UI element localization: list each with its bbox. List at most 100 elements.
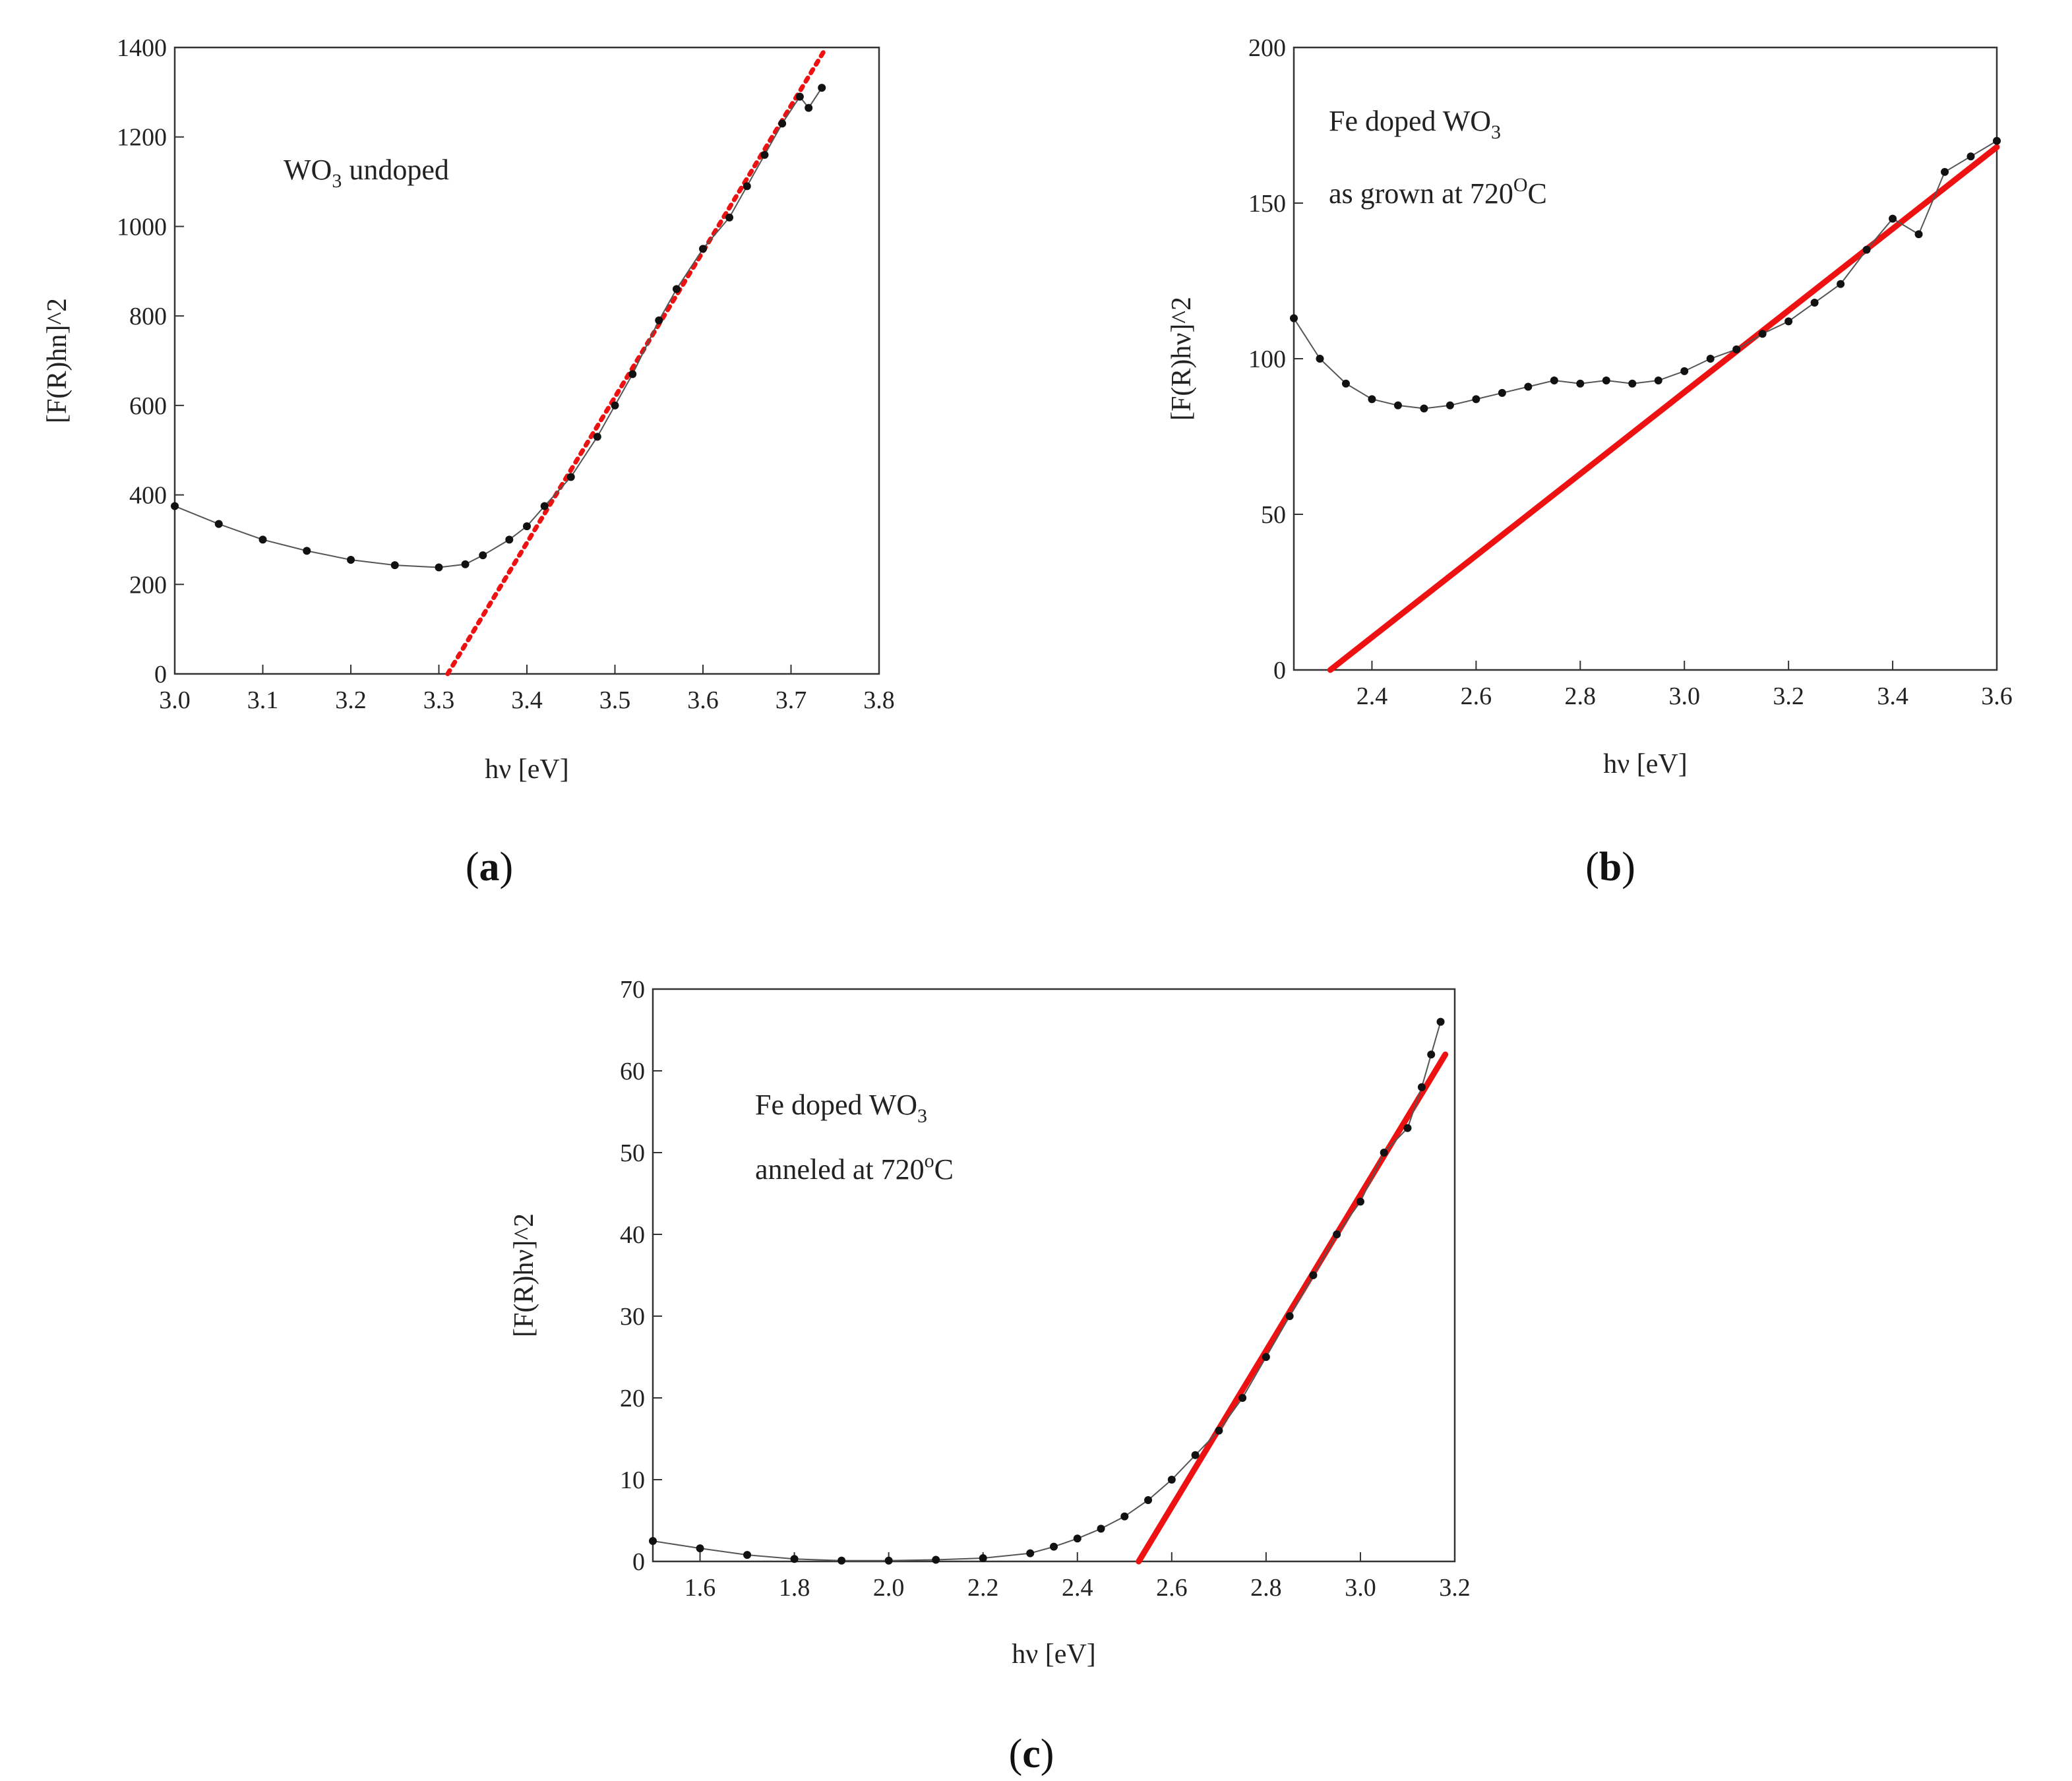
panel-c-plot-frame bbox=[652, 988, 1456, 1563]
panel-c-data-point bbox=[1050, 1542, 1058, 1551]
panel-a-data-point bbox=[259, 535, 267, 544]
panel-a-data-line bbox=[174, 87, 823, 568]
panel-c-data-point bbox=[932, 1555, 940, 1564]
panel-c-data-point bbox=[1191, 1451, 1200, 1459]
panel-b-data-point bbox=[1368, 395, 1376, 404]
panel-c-fit bbox=[1136, 1051, 1449, 1565]
panel-a-data-point bbox=[795, 92, 804, 101]
panel-a-data-point bbox=[760, 150, 769, 159]
panel-b-data-point bbox=[1810, 299, 1819, 307]
panel-a-series bbox=[171, 84, 826, 572]
panel-b-y-tick-label: 0 bbox=[1273, 657, 1286, 684]
panel-a-y-tick-label: 600 bbox=[129, 392, 167, 420]
panel-c-data-point bbox=[696, 1544, 704, 1553]
panel-b-data-point bbox=[1966, 152, 1975, 161]
panel-a: 3.0 3.1 3.2 3.3 3.4 3.5 3.6 3.7 3.8 0 200 400 600 800… bbox=[42, 34, 895, 890]
panel-a-plot-frame bbox=[173, 46, 880, 675]
panel-c-data-point bbox=[1356, 1197, 1364, 1206]
panel-b-data-point bbox=[1784, 317, 1793, 326]
panel-b-data-point bbox=[1837, 280, 1845, 288]
panel-a-y-tick-label: 1200 bbox=[117, 124, 167, 152]
panel-a-data-point bbox=[566, 473, 575, 481]
panel-a-data-point bbox=[805, 104, 813, 112]
panel-c-data-point bbox=[1285, 1312, 1294, 1320]
panel-a-y-axis-label: [F(R)hn]^2 bbox=[42, 298, 73, 423]
panel-a-x-tick-label: 3.8 bbox=[863, 686, 895, 714]
panel-c-y-tick-label: 10 bbox=[620, 1466, 645, 1494]
panel-a-x-tick-label: 3.4 bbox=[511, 686, 543, 714]
panel-c-data-line bbox=[652, 1021, 1442, 1561]
panel-b-data-point bbox=[1941, 167, 1949, 176]
panel-a-ticks: 3.0 3.1 3.2 3.3 3.4 3.5 3.6 3.7 3.8 0 200 400 600 800… bbox=[117, 34, 895, 714]
panel-b-y-tick-label: 100 bbox=[1248, 346, 1286, 373]
panel-a-data-point bbox=[743, 182, 751, 191]
panel-c-y-tick-label: 60 bbox=[620, 1058, 645, 1085]
panel-a-x-axis-label: hν [eV] bbox=[485, 754, 568, 785]
panel-b-data-point bbox=[1576, 379, 1585, 388]
panel-a-y-tick-label: 400 bbox=[129, 482, 167, 510]
panel-a-x-tick-label: 3.6 bbox=[687, 686, 719, 714]
panel-b-data-point bbox=[1341, 379, 1350, 388]
panel-b-series bbox=[1290, 136, 2001, 413]
panel-c-data-point bbox=[1262, 1353, 1270, 1361]
panel-c-data-point bbox=[1026, 1549, 1035, 1557]
panel-c-y-tick-label: 0 bbox=[632, 1548, 645, 1576]
panel-b-y-tick-label: 200 bbox=[1248, 34, 1286, 62]
panel-a-fit-line bbox=[445, 45, 829, 677]
panel-c-x-tick-label: 2.6 bbox=[1156, 1574, 1188, 1602]
panel-b-data-point bbox=[1758, 330, 1767, 338]
panel-b-data-point bbox=[1914, 230, 1923, 239]
panel-a-data-point bbox=[303, 547, 311, 555]
panel-b-annotation-line1: Fe doped WO3 bbox=[1329, 105, 1501, 143]
panel-b-data-point bbox=[1420, 404, 1428, 413]
panel-c-data-point bbox=[649, 1537, 657, 1545]
panel-a-data-point bbox=[818, 84, 826, 92]
panel-a-data-point bbox=[390, 561, 399, 570]
panel-c-annotation-line1: Fe doped WO3 bbox=[755, 1089, 927, 1127]
panel-c-annotation-line2: anneled at 720oC bbox=[755, 1150, 954, 1186]
panel-b-plot-frame bbox=[1293, 46, 1998, 671]
panel-c-data-point bbox=[790, 1555, 799, 1563]
panel-c-x-tick-label: 2.8 bbox=[1250, 1574, 1282, 1602]
panel-a-y-tick-label: 200 bbox=[129, 571, 167, 599]
panel-a-data-point bbox=[628, 370, 637, 378]
panel-b-y-tick-label: 150 bbox=[1248, 190, 1286, 218]
panel-c-series bbox=[649, 1017, 1445, 1565]
panel-b-x-tick-label: 3.6 bbox=[1981, 682, 2013, 710]
panel-c-x-tick-label: 3.2 bbox=[1439, 1574, 1471, 1602]
panel-a-x-tick-label: 3.7 bbox=[776, 686, 807, 714]
panel-c-y-tick-label: 30 bbox=[620, 1303, 645, 1331]
panel-b-fit bbox=[1327, 144, 2000, 673]
panel-b: 2.4 2.6 2.8 3.0 3.2 3.4 3.6 0 50 100 150 200 Fe dop… bbox=[1167, 34, 2013, 890]
panel-c-data-point bbox=[1097, 1524, 1105, 1533]
panel-b-data-line bbox=[1293, 140, 1997, 409]
panel-b-x-tick-label: 2.6 bbox=[1461, 682, 1492, 710]
panel-a-data-point bbox=[461, 560, 470, 568]
panel-c-data-point bbox=[1333, 1230, 1341, 1238]
panel-c-x-tick-label: 1.8 bbox=[779, 1574, 810, 1602]
panel-b-data-point bbox=[1602, 377, 1610, 385]
panel-b-data-point bbox=[1654, 377, 1662, 385]
panel-a-y-tick-label: 1400 bbox=[117, 34, 167, 62]
panel-b-fit-line bbox=[1327, 144, 2000, 673]
panel-c-data-point bbox=[1144, 1496, 1153, 1504]
panel-c-ticks: 1.6 1.8 2.0 2.2 2.4 2.6 2.8 3.0 3.2 0 10 20 30 40 50 60… bbox=[620, 976, 1471, 1602]
panel-b-data-point bbox=[1524, 382, 1533, 391]
panel-b-data-point bbox=[1732, 345, 1741, 353]
panel-a-y-tick-label: 800 bbox=[129, 303, 167, 330]
panel-a-data-point bbox=[171, 502, 179, 510]
panel-a-x-tick-label: 3.1 bbox=[247, 686, 279, 714]
panel-a-data-point bbox=[540, 502, 549, 510]
panel-b-data-point bbox=[1889, 214, 1897, 223]
panel-c-data-point bbox=[1417, 1083, 1426, 1091]
panel-c-fit-line bbox=[1136, 1051, 1449, 1565]
panel-b-caption: (b) bbox=[1585, 845, 1635, 890]
panel-c-data-point bbox=[1215, 1426, 1223, 1435]
panel-b-data-point bbox=[1550, 377, 1558, 385]
panel-c-data-point bbox=[1403, 1124, 1412, 1132]
panel-a-y-tick-label: 1000 bbox=[117, 213, 167, 241]
panel-a-caption: (a) bbox=[466, 845, 513, 890]
panel-c-data-point bbox=[1238, 1394, 1247, 1402]
panel-c-data-point bbox=[1309, 1271, 1318, 1279]
